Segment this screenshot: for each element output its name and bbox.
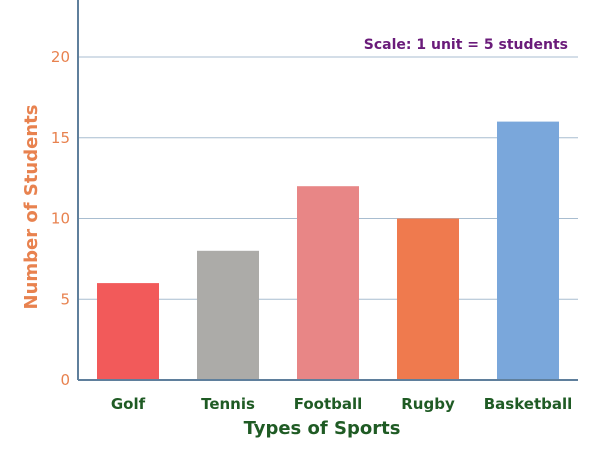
x-tick-label: Basketball bbox=[484, 395, 573, 413]
bars bbox=[97, 121, 559, 380]
scale-annotation: Scale: 1 unit = 5 students bbox=[364, 37, 568, 53]
y-tick-label: 20 bbox=[51, 48, 70, 66]
y-tick-label: 10 bbox=[51, 210, 70, 228]
x-tick-label: Golf bbox=[111, 395, 146, 413]
x-tick-labels: Golf Tennis Football Rugby Basketball bbox=[111, 395, 572, 413]
y-tick-labels: 0 5 10 15 20 bbox=[51, 48, 70, 389]
y-axis-label: Number of Students bbox=[21, 105, 42, 310]
x-axis-label: Types of Sports bbox=[244, 418, 401, 439]
bar-rugby bbox=[397, 218, 459, 380]
x-tick-label: Rugby bbox=[401, 395, 455, 413]
y-tick-label: 15 bbox=[51, 129, 70, 147]
x-tick-label: Football bbox=[294, 395, 363, 413]
bar-basketball bbox=[497, 121, 559, 380]
bar-golf bbox=[97, 283, 159, 380]
x-tick-label: Tennis bbox=[201, 395, 255, 413]
bar-tennis bbox=[197, 250, 259, 380]
y-tick-label: 0 bbox=[60, 371, 70, 389]
y-tick-label: 5 bbox=[60, 290, 70, 308]
bar-football bbox=[297, 186, 359, 380]
